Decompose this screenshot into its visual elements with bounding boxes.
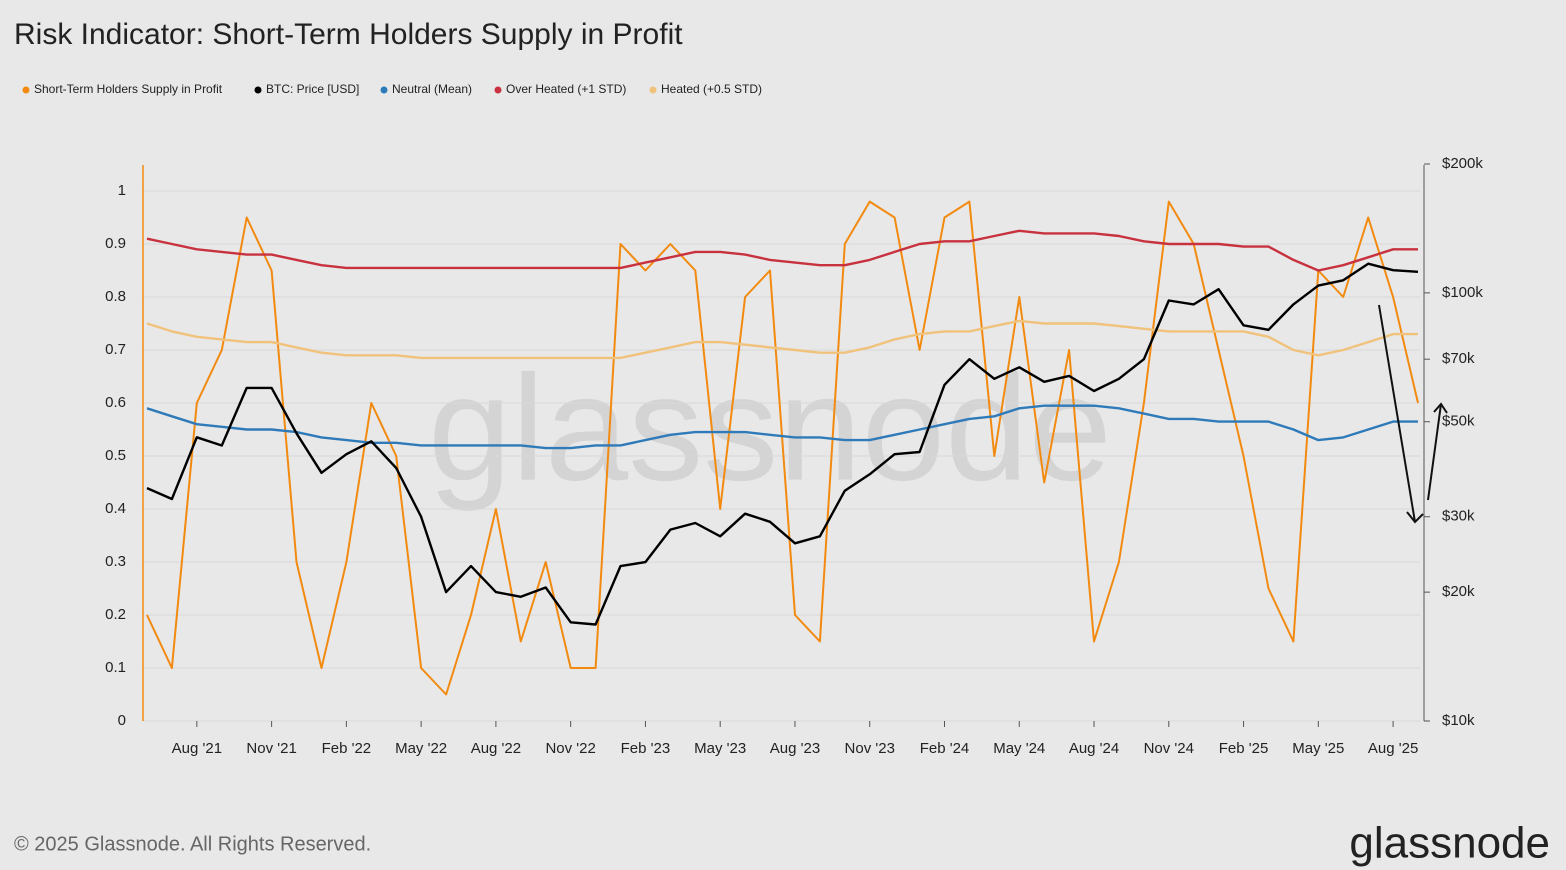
x-tick-label: Nov '23 (845, 740, 895, 757)
x-tick-label: Feb '24 (920, 740, 970, 757)
series-line (146, 262, 1419, 626)
x-tick-label: Aug '23 (770, 740, 820, 757)
x-tick-label: May '24 (993, 740, 1045, 757)
y-tick-label: 0.2 (105, 606, 126, 623)
series-line (146, 319, 1418, 360)
x-tick-label: Feb '23 (621, 740, 671, 757)
legend-label: Heated (+0.5 STD) (661, 82, 762, 96)
x-tick-label: Nov '22 (545, 740, 595, 757)
y-tick-label: 0.1 (105, 659, 126, 676)
x-tick-label: Aug '24 (1069, 740, 1119, 757)
legend-label: BTC: Price [USD] (266, 82, 359, 96)
y-tick-label: 0.5 (105, 447, 126, 464)
y2-tick-label: $100k (1442, 284, 1483, 301)
x-tick-label: May '22 (395, 740, 447, 757)
footer: © 2025 Glassnode. All Rights Reserved. (14, 833, 371, 855)
legend-label: Neutral (Mean) (392, 82, 472, 96)
y2-tick-label: $30k (1442, 508, 1475, 525)
x-tick-label: Nov '24 (1144, 740, 1194, 757)
y-tick-label: 0.6 (105, 394, 126, 411)
y-tick-label: 1 (118, 182, 126, 199)
x-tick-label: May '23 (694, 740, 746, 757)
arrow-down (1378, 304, 1416, 523)
y2-tick-label: $10k (1442, 712, 1475, 729)
legend-marker (380, 86, 388, 94)
logo: glassnode (1349, 819, 1550, 868)
x-tick-label: May '25 (1292, 740, 1344, 757)
chart-title: Risk Indicator: Short-Term Holders Suppl… (14, 18, 683, 51)
series-line (146, 404, 1418, 450)
x-tick-label: Aug '21 (172, 740, 222, 757)
x-tick-label: Nov '21 (246, 740, 296, 757)
series-line (146, 229, 1418, 272)
x-tick-label: Aug '22 (471, 740, 521, 757)
annotation-arrows (1378, 304, 1448, 524)
legend-label: Over Heated (+1 STD) (506, 82, 626, 96)
arrow-head (1406, 511, 1424, 524)
x-tick-label: Feb '25 (1219, 740, 1269, 757)
watermark: glassnode (428, 344, 1112, 512)
y-tick-label: 0.8 (105, 288, 126, 305)
y-tick-label: 0.9 (105, 235, 126, 252)
legend-marker (649, 86, 657, 94)
y-tick-label: 0.4 (105, 500, 126, 517)
legend-marker (22, 86, 30, 94)
y2-tick-label: $50k (1442, 413, 1475, 430)
x-tick-label: Aug '25 (1368, 740, 1418, 757)
legend-label: Short-Term Holders Supply in Profit (34, 82, 223, 96)
arrow-up (1427, 403, 1442, 501)
y2-tick-label: $70k (1442, 350, 1475, 367)
legend-marker (494, 86, 502, 94)
y2-tick-label: $20k (1442, 583, 1475, 600)
x-tick-label: Feb '22 (322, 740, 372, 757)
y-tick-label: 0 (118, 712, 126, 729)
arrow-head (1433, 402, 1448, 414)
y2-tick-label: $200k (1442, 155, 1483, 172)
y-tick-label: 0.3 (105, 553, 126, 570)
y-tick-label: 0.7 (105, 341, 126, 358)
legend-marker (254, 86, 262, 94)
